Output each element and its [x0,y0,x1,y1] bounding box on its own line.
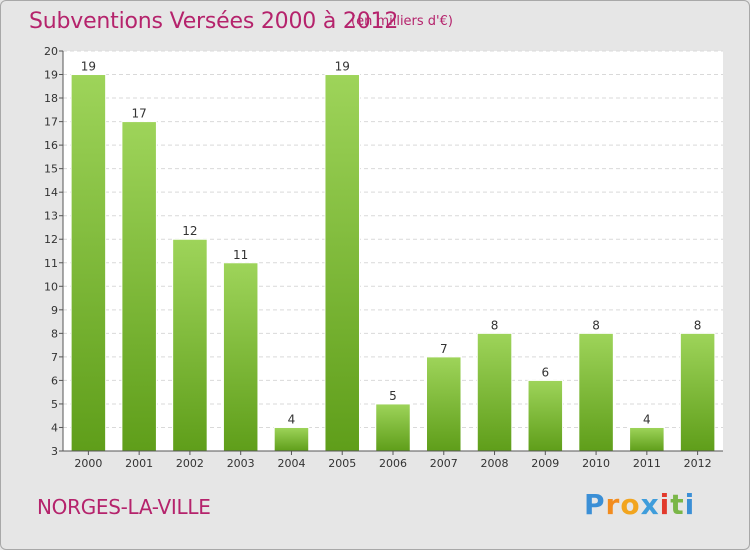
x-tick-label: 2001 [125,457,153,470]
y-tick-label: 19 [44,69,58,82]
x-tick-label: 2000 [74,457,102,470]
y-tick-label: 16 [44,139,58,152]
bar [375,403,411,452]
logo-letter: r [605,488,621,521]
bar-value-label: 6 [541,365,549,379]
y-tick-label: 20 [44,45,58,58]
chart-unit-label: (en milliers d'€) [351,14,453,29]
y-tick-label: 7 [51,351,58,364]
logo-letter: t [670,488,685,521]
x-tick-label: 2009 [531,457,559,470]
logo-letter: i [659,488,671,521]
x-tick-label: 2011 [633,457,661,470]
bar [578,332,614,452]
bar-value-label: 12 [182,224,197,238]
y-tick-label: 11 [44,257,58,270]
bar-value-label: 11 [233,248,248,262]
logo-letter: P [584,488,606,521]
y-tick-label: 18 [44,92,58,105]
x-tick-label: 2010 [582,457,610,470]
x-tick-label: 2002 [176,457,204,470]
y-tick-label: 12 [44,233,58,246]
y-tick-label: 13 [44,210,58,223]
commune-name: NORGES-LA-VILLE [37,495,211,519]
x-tick-label: 2012 [684,457,712,470]
bar [70,74,107,452]
y-tick-label: 6 [51,374,58,387]
bars: 19 17 12 11 4 19 5 7 8 6 8 4 8 [70,60,716,452]
bar [121,121,157,452]
x-tick-label: 2006 [379,457,407,470]
bar [324,74,360,452]
y-tick-label: 3 [51,445,58,458]
x-tick-label: 2005 [328,457,356,470]
proxiti-logo: Proxiti [584,488,695,521]
y-tick-label: 17 [44,116,58,129]
y-tick-label: 9 [51,304,58,317]
bar-value-label: 8 [694,318,702,332]
bar [273,426,310,452]
bar [222,262,259,452]
logo-letter: o [620,488,641,521]
bar-value-label: 19 [81,60,96,74]
bar-value-label: 4 [643,412,651,426]
bar-value-label: 17 [132,107,147,121]
y-tick-label: 5 [51,398,58,411]
y-tick-label: 10 [44,280,58,293]
bar-value-label: 5 [389,389,397,403]
bar [527,379,564,452]
x-tick-label: 2003 [227,457,255,470]
x-tick-label: 2008 [481,457,509,470]
x-tick-label: 2004 [277,457,305,470]
x-tick-label: 2007 [430,457,458,470]
bar [426,356,462,452]
bar [476,332,513,452]
bar-value-label: 4 [288,412,296,426]
bar [679,332,716,452]
logo-letter: i [684,488,696,521]
y-tick-label: 8 [51,327,58,340]
bar-value-label: 8 [592,318,600,332]
bar-value-label: 19 [335,60,350,74]
bar [629,426,665,452]
y-axis: 3 4 5 6 7 8 9 10 11 12 13 14 15 16 17 18 19 20 [44,45,64,458]
bar-value-label: 8 [491,318,499,332]
y-tick-label: 4 [51,421,58,434]
bar [172,238,208,452]
bar-value-label: 7 [440,342,448,356]
y-tick-label: 15 [44,163,58,176]
logo-letter: x [640,488,660,521]
y-tick-label: 14 [44,186,58,199]
chart-title: Subventions Versées 2000 à 2012 [29,9,399,34]
x-axis: 2000 2001 2002 2003 2004 2005 2006 2007 2008 2009… [63,450,723,470]
